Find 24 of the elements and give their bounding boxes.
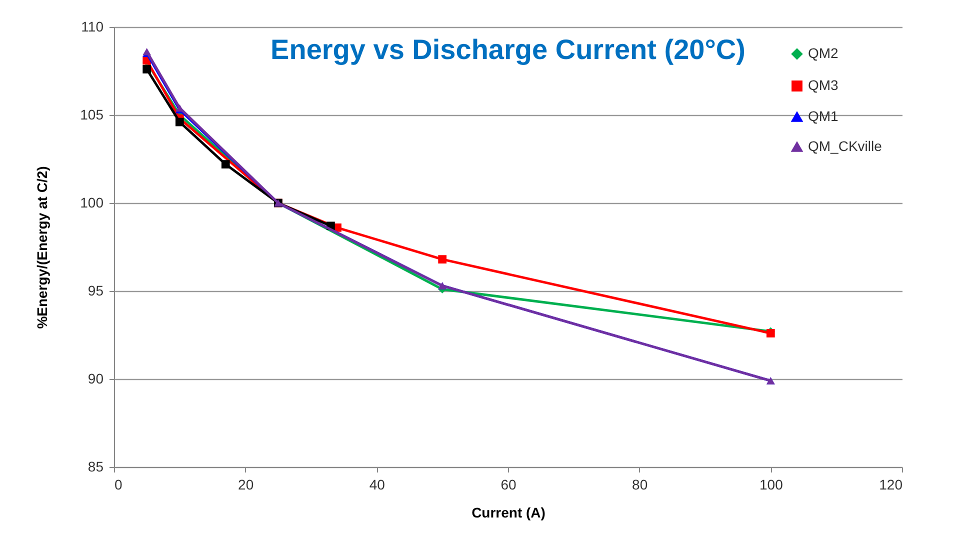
x-tick-label: 0 [114, 476, 122, 492]
y-tick-label: 95 [88, 282, 104, 298]
legend-label: QM_CKville [808, 138, 882, 154]
y-tick-label: 90 [88, 370, 104, 386]
legend-label: QM1 [808, 108, 839, 124]
legend-label: QM3 [808, 77, 839, 93]
x-tick-label: 60 [500, 476, 516, 492]
x-axis-title: Current (A) [472, 504, 546, 520]
legend-label: QM2 [808, 45, 839, 61]
x-tick-label: 100 [759, 476, 784, 492]
point [438, 255, 447, 264]
point [221, 160, 230, 168]
y-tick-label: 85 [88, 458, 104, 474]
x-tick-label: 120 [879, 476, 903, 492]
chart-title: Energy vs Discharge Current (20°C) [270, 34, 746, 65]
y-tick-label: 110 [81, 18, 104, 34]
x-tick-label: 20 [238, 476, 254, 492]
y-tick-label: 105 [80, 106, 104, 122]
y-axis-title: %Energy/(Energy at C/2) [34, 166, 50, 329]
point [142, 65, 152, 74]
y-tick-label: 100 [80, 194, 104, 210]
x-tick-label: 80 [632, 476, 648, 492]
x-tick-label: 40 [369, 476, 386, 492]
point [175, 118, 184, 126]
